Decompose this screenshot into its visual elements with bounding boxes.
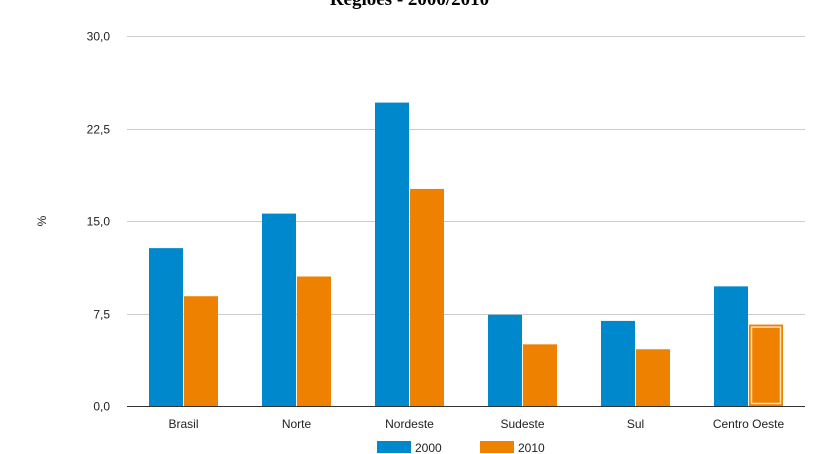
legend-label: 2010 — [518, 441, 545, 454]
bar-2010-brasil — [184, 296, 218, 406]
y-tick-label: 30,0 — [87, 30, 111, 44]
category-label: Centro Oeste — [713, 417, 785, 431]
legend-label: 2000 — [415, 441, 442, 454]
y-tick-label: 22,5 — [87, 123, 111, 137]
chart-title: Regiões - 2000/2010 — [0, 0, 819, 11]
y-tick-label: 7,5 — [93, 308, 110, 322]
bar-2010-sul — [636, 349, 670, 406]
category-label: Nordeste — [385, 417, 434, 431]
bar-2010-sudeste — [523, 344, 557, 406]
category-labels: Brasil Norte Nordeste Sudeste Sul Centro Oest… — [168, 417, 784, 431]
category-label: Sudeste — [500, 417, 544, 431]
bar-2000-centro-oeste — [714, 286, 748, 406]
legend-swatch-2000 — [377, 441, 411, 453]
bars — [149, 102, 783, 406]
bar-2010-centro-oeste — [749, 324, 783, 406]
bar-2000-brasil — [149, 248, 183, 406]
category-label: Sul — [627, 417, 644, 431]
y-axis-ticks: 0,0 7,5 15,0 22,5 30,0 — [87, 30, 111, 414]
legend: 2000 2010 — [377, 441, 545, 454]
bar-2000-sudeste — [488, 314, 522, 406]
bar-2010-norte — [297, 276, 331, 406]
bar-highlight-outline — [750, 326, 782, 405]
y-tick-label: 15,0 — [87, 215, 111, 229]
bar-2000-norte — [262, 213, 296, 406]
category-label: Brasil — [168, 417, 198, 431]
y-axis-label: % — [35, 215, 49, 226]
legend-swatch-2010 — [480, 441, 514, 453]
y-tick-label: 0,0 — [93, 400, 110, 414]
bar-2000-sul — [601, 320, 635, 406]
gridlines — [127, 36, 805, 315]
bar-2000-nordeste — [375, 102, 409, 406]
bar-2010-nordeste — [410, 188, 444, 406]
category-label: Norte — [282, 417, 312, 431]
